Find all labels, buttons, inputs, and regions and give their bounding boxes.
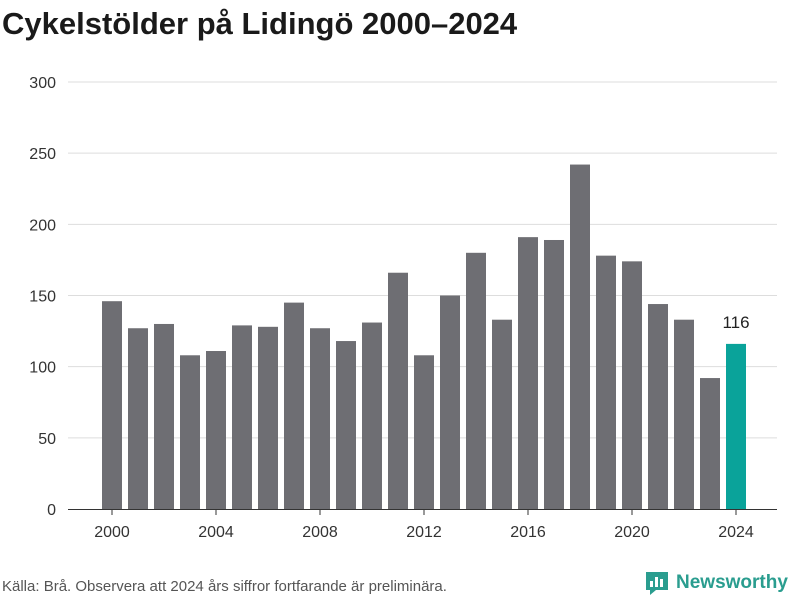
x-tick-label-2008: 2008 [302, 524, 338, 541]
bar-2019 [596, 255, 616, 509]
bar-2008 [310, 328, 330, 509]
y-tick-label-50: 50 [38, 431, 56, 448]
x-tick-label-2012: 2012 [406, 524, 442, 541]
bars [102, 164, 746, 510]
y-tick-label-250: 250 [29, 146, 56, 163]
data-label-2024: 116 [722, 313, 749, 332]
bar-2009 [336, 341, 356, 509]
x-tick-label-2020: 2020 [614, 524, 650, 541]
bar-2023 [700, 378, 720, 509]
bar-2021 [648, 304, 668, 509]
bar-2010 [362, 322, 382, 509]
brand-logo: Newsworthy [644, 570, 788, 596]
x-tick-label-2000: 2000 [94, 524, 130, 541]
bar-2004 [206, 351, 226, 509]
brand-name: Newsworthy [676, 572, 788, 593]
bar-2012 [414, 355, 434, 509]
bar-2011 [388, 272, 408, 509]
x-tick-label-2004: 2004 [198, 524, 234, 541]
bar-2007 [284, 302, 304, 509]
source-note: Källa: Brå. Observera att 2024 års siffr… [2, 578, 447, 595]
x-tick-label-2016: 2016 [510, 524, 546, 541]
bar-2002 [154, 323, 174, 509]
bar-2015 [492, 319, 512, 509]
y-axis-tick-labels: 0 50 100 150 200 250 300 [29, 75, 56, 519]
bar-2017 [544, 239, 564, 510]
bar-2024 [726, 343, 746, 509]
bar-2013 [440, 295, 460, 509]
x-tick-label-2024: 2024 [718, 524, 754, 541]
y-tick-label-0: 0 [47, 502, 56, 519]
y-tick-label-300: 300 [29, 75, 56, 92]
y-tick-label-100: 100 [29, 360, 56, 377]
bar-2006 [258, 326, 278, 509]
bar-2020 [622, 261, 642, 509]
chart-title: Cykelstölder på Lidingö 2000–2024 [2, 6, 518, 41]
y-tick-label-150: 150 [29, 289, 56, 306]
bar-2016 [518, 237, 538, 510]
data-labels: 116 [722, 313, 749, 332]
bar-2000 [102, 301, 122, 509]
bar-2005 [232, 325, 252, 509]
bar-2001 [128, 328, 148, 509]
bar-2003 [180, 355, 200, 509]
bar-2022 [674, 319, 694, 509]
bar-2018 [570, 164, 590, 509]
bar-2014 [466, 252, 486, 510]
x-axis-tick-labels: 2000 2004 2008 2012 2016 2020 2024 [94, 524, 754, 541]
y-tick-label-200: 200 [29, 217, 56, 234]
newsworthy-logo-icon [646, 572, 668, 595]
x-axis [68, 509, 777, 515]
